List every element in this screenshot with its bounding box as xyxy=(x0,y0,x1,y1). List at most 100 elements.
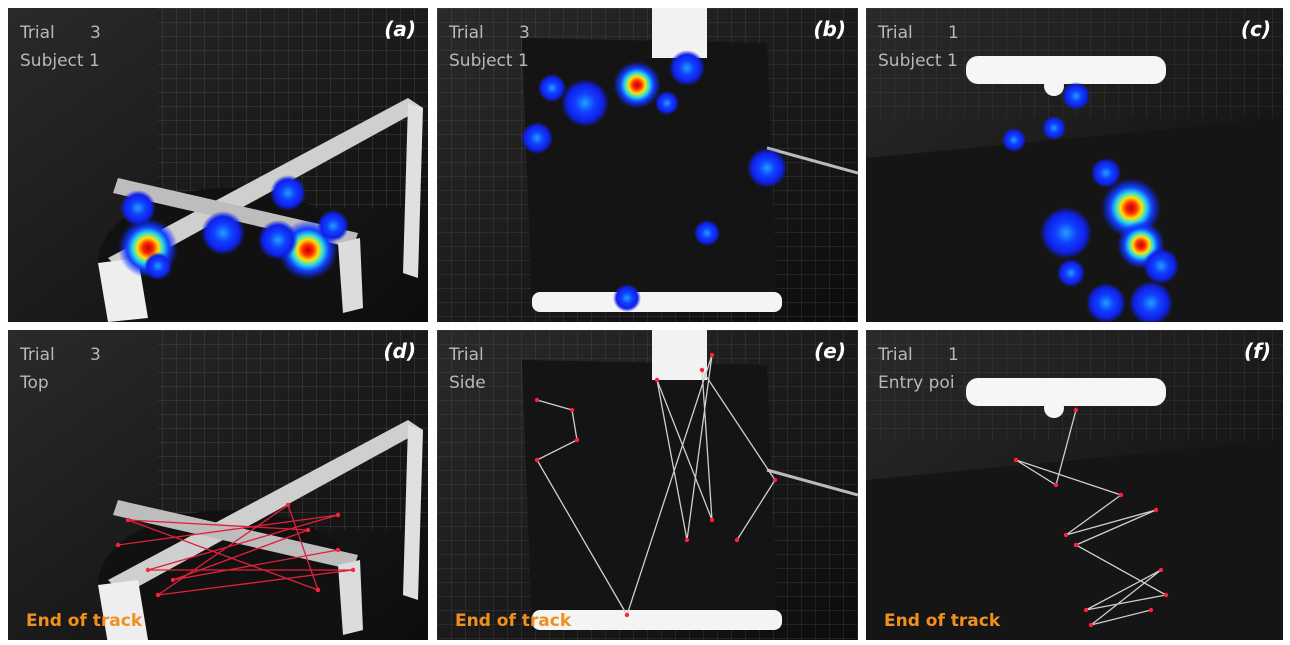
track-point xyxy=(1089,623,1093,627)
heat-blob xyxy=(521,122,553,154)
heat-blob xyxy=(317,210,349,242)
heat-blob xyxy=(201,211,245,255)
track-point xyxy=(171,578,175,582)
track-point xyxy=(116,543,120,547)
trial-label: Trial xyxy=(19,23,55,43)
subtitle: Subject 1 xyxy=(878,51,958,71)
subtitle: Subject 1 xyxy=(20,51,100,71)
heat-blob xyxy=(561,79,609,127)
track-point xyxy=(1074,543,1078,547)
page: {"panels": [ {"label": "(a)", "trial_lab… xyxy=(0,0,1290,645)
trial-label: Trial xyxy=(448,23,484,43)
track-point xyxy=(286,503,290,507)
track-point xyxy=(710,518,714,522)
track-point xyxy=(1064,533,1068,537)
status-text: End of track xyxy=(455,611,572,631)
track-point xyxy=(535,398,539,402)
track-point xyxy=(685,538,689,542)
trial-number: 3 xyxy=(519,23,530,43)
panel-label: (f) xyxy=(1244,339,1271,363)
track-point xyxy=(773,478,777,482)
track-point xyxy=(1119,493,1123,497)
track-point xyxy=(535,458,539,462)
trial-number: 1 xyxy=(948,23,959,43)
status-text: End of track xyxy=(884,611,1001,631)
video-panel: Trial 3 Top (d) End of track xyxy=(8,330,428,645)
panel-label: (c) xyxy=(1241,17,1271,41)
entry-hole xyxy=(1044,76,1064,96)
status-text: End of track xyxy=(26,611,143,631)
heat-blob xyxy=(1091,158,1121,188)
track-point xyxy=(625,613,629,617)
track-point xyxy=(1164,593,1168,597)
track-point xyxy=(570,408,574,412)
heat-blob xyxy=(669,50,705,86)
subtitle: Side xyxy=(449,373,486,393)
heat-blob xyxy=(1057,259,1085,287)
track-point xyxy=(316,588,320,592)
track-point xyxy=(700,368,704,372)
video-panel: Trial 3 Subject 1 (b) xyxy=(437,8,858,322)
track-point xyxy=(575,438,579,442)
trial-number: 1 xyxy=(948,345,959,365)
heat-blob xyxy=(613,284,641,312)
panel-label: (a) xyxy=(384,17,416,41)
track-point xyxy=(156,593,160,597)
black-sheet xyxy=(522,360,777,625)
heat-blob xyxy=(1143,248,1179,284)
track-point xyxy=(735,538,739,542)
heat-blob xyxy=(120,190,156,226)
track-point xyxy=(1054,483,1058,487)
panel-label: (d) xyxy=(383,339,416,363)
trial-label: Trial xyxy=(448,345,484,365)
track-point xyxy=(126,518,130,522)
video-panel: Trial 1 Entry poi (f) End of track xyxy=(866,330,1283,640)
track-point xyxy=(351,568,355,572)
trial-number: 3 xyxy=(90,345,101,365)
heat-blob xyxy=(1086,283,1126,323)
entry-bar xyxy=(966,378,1166,406)
subtitle: Entry poi xyxy=(878,373,955,393)
entry-bar xyxy=(966,56,1166,84)
bottom-bar xyxy=(532,292,782,312)
track-point xyxy=(1084,608,1088,612)
heat-blob xyxy=(694,220,720,246)
track-point xyxy=(655,378,659,382)
track-point xyxy=(336,548,340,552)
heat-blob xyxy=(1062,82,1090,110)
track-point xyxy=(1074,408,1078,412)
panel-label: (b) xyxy=(813,17,846,41)
track-point xyxy=(1159,568,1163,572)
top-clamp xyxy=(652,330,707,380)
heat-blob xyxy=(1129,281,1173,325)
track-point xyxy=(336,513,340,517)
heat-blob xyxy=(258,220,298,260)
entry-hole xyxy=(1044,398,1064,418)
heat-blob xyxy=(747,148,787,188)
heat-blob xyxy=(1002,128,1026,152)
track-point xyxy=(306,528,310,532)
track-point xyxy=(1014,458,1018,462)
trial-label: Trial xyxy=(877,23,913,43)
panel-label: (e) xyxy=(814,339,846,363)
subtitle: Subject 1 xyxy=(449,51,529,71)
track-point xyxy=(146,568,150,572)
video-panel: Trial 1 Subject 1 (c) xyxy=(866,8,1283,325)
trial-label: Trial xyxy=(19,345,55,365)
top-clamp xyxy=(652,8,707,58)
heat-blob xyxy=(613,61,661,109)
trial-label: Trial xyxy=(877,345,913,365)
heat-blob xyxy=(1042,116,1066,140)
track-point xyxy=(1149,608,1153,612)
heat-blob xyxy=(655,91,679,115)
heat-blob xyxy=(270,175,306,211)
track-point xyxy=(1154,508,1158,512)
heat-blob xyxy=(1040,207,1092,259)
track-point xyxy=(710,353,714,357)
figure: Trial3Subject 1(a)Trial3Subject 1(b)Tria… xyxy=(0,0,1290,645)
subtitle: Top xyxy=(19,373,49,393)
trial-number: 3 xyxy=(90,23,101,43)
heat-blob xyxy=(538,74,566,102)
heat-blob xyxy=(144,252,172,280)
video-panel: Trial 3 Subject 1 (a) xyxy=(8,8,428,338)
